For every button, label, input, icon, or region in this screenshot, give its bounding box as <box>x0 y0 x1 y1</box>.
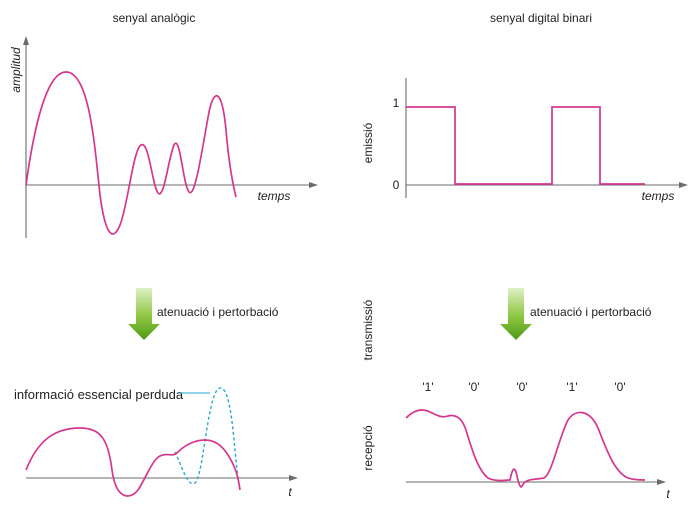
digital-attenuation-label: atenuació i pertorbació <box>530 305 652 319</box>
digital-received-x-label: t <box>666 487 670 501</box>
digital-x-axis-arrowhead <box>679 182 688 188</box>
analog-received-curve <box>25 427 241 497</box>
reception-label: recepció <box>361 425 375 471</box>
lost-information-curve <box>174 387 239 485</box>
analog-attenuation-arrow <box>128 288 160 340</box>
analog-y-axis-arrowhead <box>23 36 29 45</box>
analog-attenuation-label: atenuació i pertorbació <box>157 305 279 319</box>
digital-x-label: temps <box>642 189 675 203</box>
bit-label-3: '0' <box>516 380 527 394</box>
digital-received-curve <box>405 409 646 488</box>
analog-received-x-arrowhead <box>289 475 298 481</box>
analog-emitted-chart: amplitud temps <box>9 36 318 238</box>
lost-info-label: informació essencial perduda <box>14 387 184 402</box>
bit-label-1: '1' <box>422 380 433 394</box>
analog-received-x-label: t <box>288 485 292 499</box>
bit-label-5: '0' <box>614 380 625 394</box>
digital-attenuation-arrow <box>500 288 532 340</box>
digital-received-chart: t recepció '1' '0' '0' '1' '0' <box>361 380 670 501</box>
digital-received-x-arrowhead <box>657 479 666 485</box>
bit-label-2: '0' <box>468 380 479 394</box>
analog-title: senyal analògic <box>113 11 196 25</box>
digital-title: senyal digital binari <box>490 11 592 25</box>
bit-label-4: '1' <box>566 380 577 394</box>
digital-square-wave <box>406 106 645 185</box>
digital-level-0: 0 <box>393 178 400 192</box>
analog-signal-curve <box>25 71 237 235</box>
analog-x-axis-arrowhead <box>309 182 318 188</box>
analog-y-label: amplitud <box>9 47 23 93</box>
digital-level-1: 1 <box>393 96 400 110</box>
analog-x-label: temps <box>258 189 291 203</box>
transmission-label: transmissió <box>361 299 375 360</box>
emission-label: emissió <box>361 122 375 163</box>
analog-received-chart: t informació essencial perduda <box>14 387 298 499</box>
digital-emitted-chart: 1 0 emissió temps <box>361 78 688 203</box>
